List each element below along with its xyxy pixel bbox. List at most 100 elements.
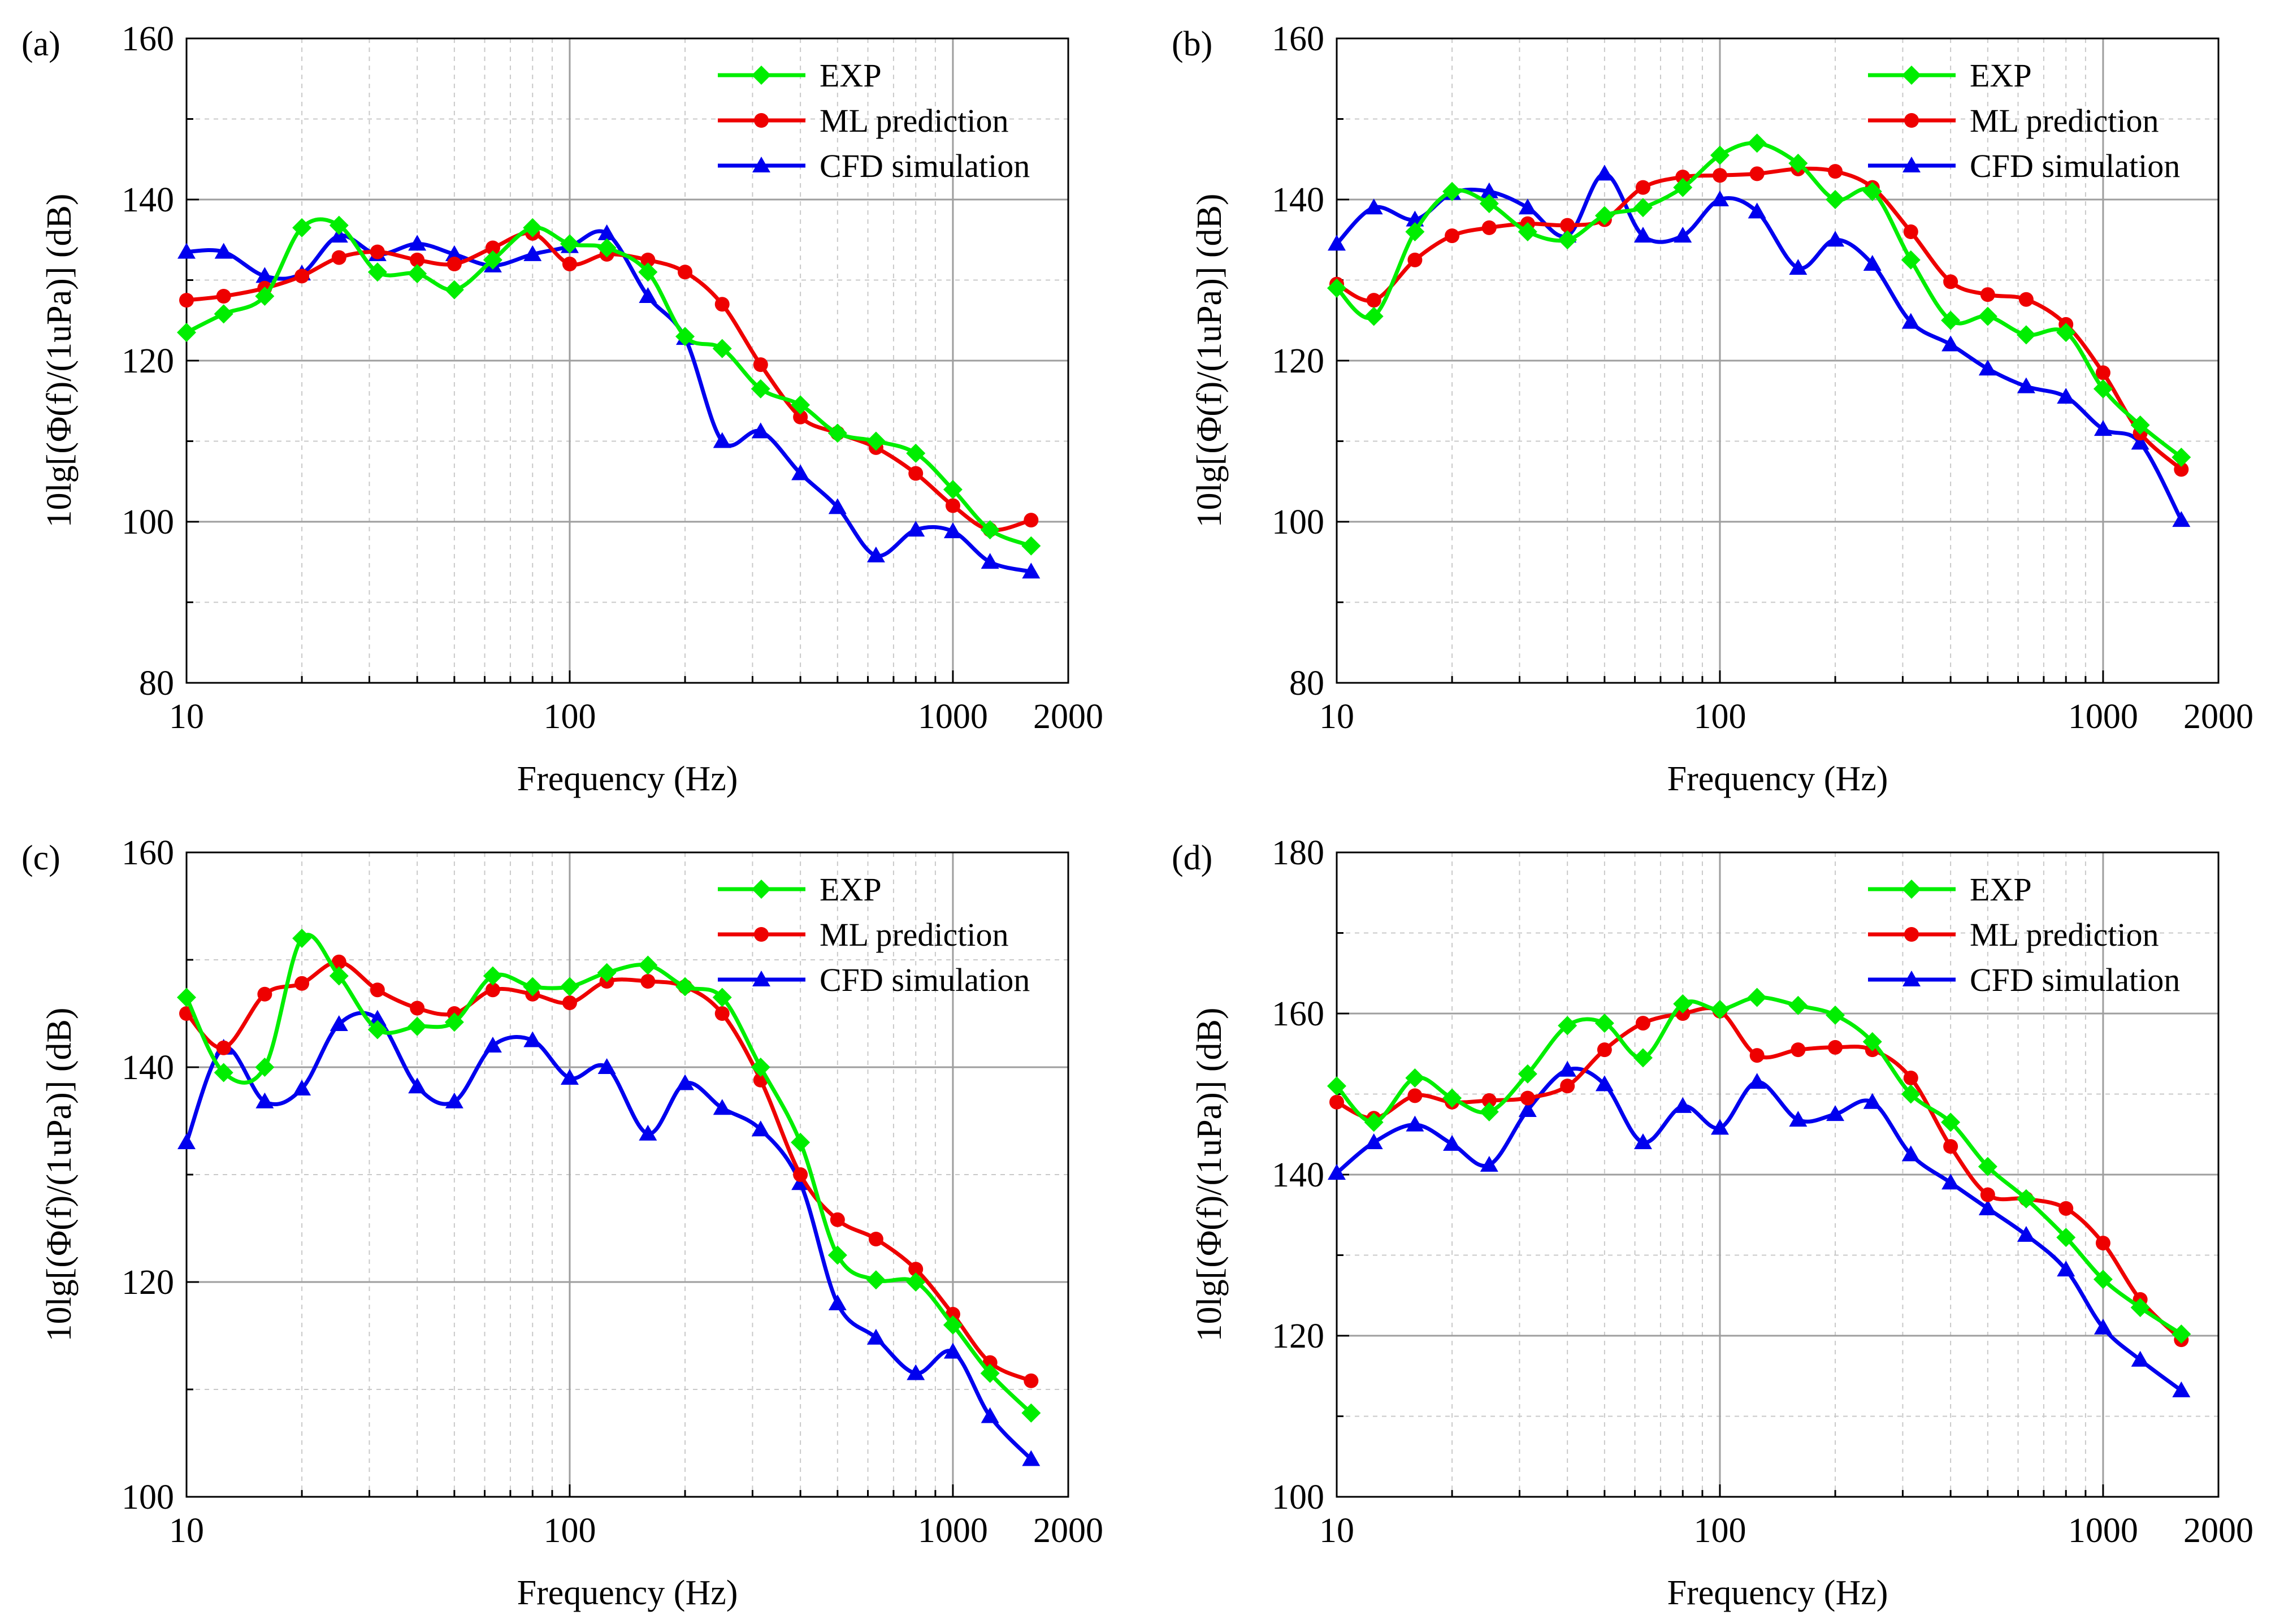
y-tick-label: 80 — [1289, 664, 1324, 703]
data-point-diamond — [1862, 1032, 1882, 1051]
data-point-circle — [1366, 293, 1381, 308]
data-point-diamond — [752, 66, 771, 85]
data-point-circle — [1828, 1040, 1843, 1055]
data-point-triangle — [597, 1058, 616, 1074]
y-axis-label: 10lg[(Φ(f)/(1uPa)] (dB) — [40, 1007, 79, 1341]
data-point-circle — [1635, 180, 1650, 195]
grid — [1337, 852, 2218, 1497]
data-point-triangle — [523, 245, 542, 261]
data-point-triangle — [368, 1010, 387, 1026]
y-tick-label: 120 — [122, 1263, 174, 1302]
data-point-circle — [868, 1232, 883, 1246]
data-point-diamond — [751, 379, 770, 399]
data-point-circle — [2018, 292, 2034, 307]
data-point-triangle — [2057, 1261, 2075, 1277]
panel-label: (d) — [1172, 839, 1212, 877]
data-point-diamond — [1901, 250, 1921, 270]
data-point-diamond — [255, 287, 275, 306]
data-point-diamond — [367, 262, 387, 282]
data-point-triangle — [2057, 388, 2075, 404]
data-point-diamond — [1479, 194, 1499, 214]
series-exp — [1327, 988, 2191, 1344]
data-point-circle — [179, 293, 194, 308]
data-point-circle — [1481, 220, 1497, 235]
data-point-triangle — [1863, 1093, 1882, 1109]
data-point-circle — [410, 252, 425, 267]
x-tick-label: 1000 — [918, 1512, 988, 1550]
data-point-diamond — [752, 880, 771, 899]
data-point-diamond — [1633, 1048, 1653, 1068]
series-line-cfd — [1334, 171, 2183, 522]
data-point-diamond — [292, 929, 312, 948]
data-point-triangle — [1595, 164, 1614, 181]
data-point-circle — [1943, 274, 1958, 289]
data-point-diamond — [523, 977, 543, 997]
data-point-triangle — [751, 422, 770, 439]
data-point-circle — [294, 976, 310, 991]
data-point-triangle — [408, 235, 427, 251]
data-point-diamond — [980, 520, 1000, 540]
y-tick-label: 100 — [1272, 1478, 1324, 1517]
data-point-triangle — [828, 1294, 847, 1310]
panel-label: (b) — [1172, 25, 1212, 63]
legend-label: ML prediction — [820, 102, 1009, 139]
data-point-circle — [562, 257, 577, 271]
data-point-circle — [1560, 218, 1575, 233]
data-point-triangle — [2017, 377, 2035, 393]
data-point-circle — [370, 982, 385, 998]
data-point-diamond — [1594, 1014, 1614, 1033]
data-point-circle — [1024, 513, 1039, 528]
series-exp — [177, 215, 1041, 556]
y-tick-label: 100 — [122, 503, 174, 542]
y-axis-label: 10lg[(Φ(f)/(1uPa)] (dB) — [1190, 1007, 1229, 1341]
y-tick-label: 100 — [122, 1478, 174, 1517]
y-tick-label: 100 — [1272, 503, 1324, 542]
data-point-circle — [331, 250, 346, 265]
data-point-triangle — [866, 546, 885, 562]
data-point-triangle — [2094, 420, 2112, 436]
data-point-diamond — [943, 1315, 963, 1335]
data-point-triangle — [1710, 1119, 1729, 1135]
data-point-diamond — [2172, 448, 2191, 467]
x-tick-label: 10 — [1319, 698, 1354, 736]
data-point-triangle — [1480, 1155, 1498, 1172]
legend-label: EXP — [820, 57, 882, 94]
data-point-diamond — [483, 250, 502, 270]
data-point-diamond — [1442, 1088, 1462, 1108]
data-point-circle — [1749, 166, 1765, 181]
data-point-diamond — [675, 327, 695, 347]
x-tick-label: 10 — [169, 698, 204, 736]
data-point-diamond — [675, 977, 695, 997]
data-point-diamond — [1327, 278, 1346, 298]
x-tick-label: 100 — [1693, 698, 1746, 736]
data-point-diamond — [1978, 306, 1997, 326]
data-point-diamond — [560, 234, 579, 254]
data-point-diamond — [1633, 198, 1653, 218]
data-point-triangle — [1406, 1115, 1424, 1132]
data-point-circle — [1904, 927, 1919, 942]
series-exp — [1327, 133, 2191, 467]
y-tick-label: 120 — [1272, 1317, 1324, 1356]
data-point-circle — [1329, 1094, 1344, 1110]
data-point-triangle — [1022, 1450, 1041, 1466]
data-point-triangle — [255, 267, 274, 283]
data-point-diamond — [597, 238, 617, 258]
data-point-diamond — [1558, 230, 1577, 250]
data-point-diamond — [827, 1245, 847, 1265]
data-point-triangle — [2131, 1350, 2149, 1367]
data-point-triangle — [1902, 971, 1921, 986]
data-point-triangle — [177, 1133, 196, 1149]
x-axis-label: Frequency (Hz) — [1667, 1574, 1888, 1612]
x-tick-label: 100 — [1693, 1512, 1746, 1550]
data-point-diamond — [791, 395, 811, 415]
legend-label: EXP — [1970, 871, 2032, 908]
chart-panel-b: 10 100 1000 2000 80 100 120 140 160 Frequency (Hz… — [1172, 20, 2253, 798]
data-point-diamond — [980, 1363, 1000, 1383]
data-point-triangle — [943, 1342, 962, 1359]
data-point-circle — [830, 1212, 845, 1227]
data-point-triangle — [1328, 1164, 1346, 1180]
data-point-triangle — [2131, 434, 2149, 450]
x-tick-label: 2000 — [1033, 1512, 1103, 1550]
